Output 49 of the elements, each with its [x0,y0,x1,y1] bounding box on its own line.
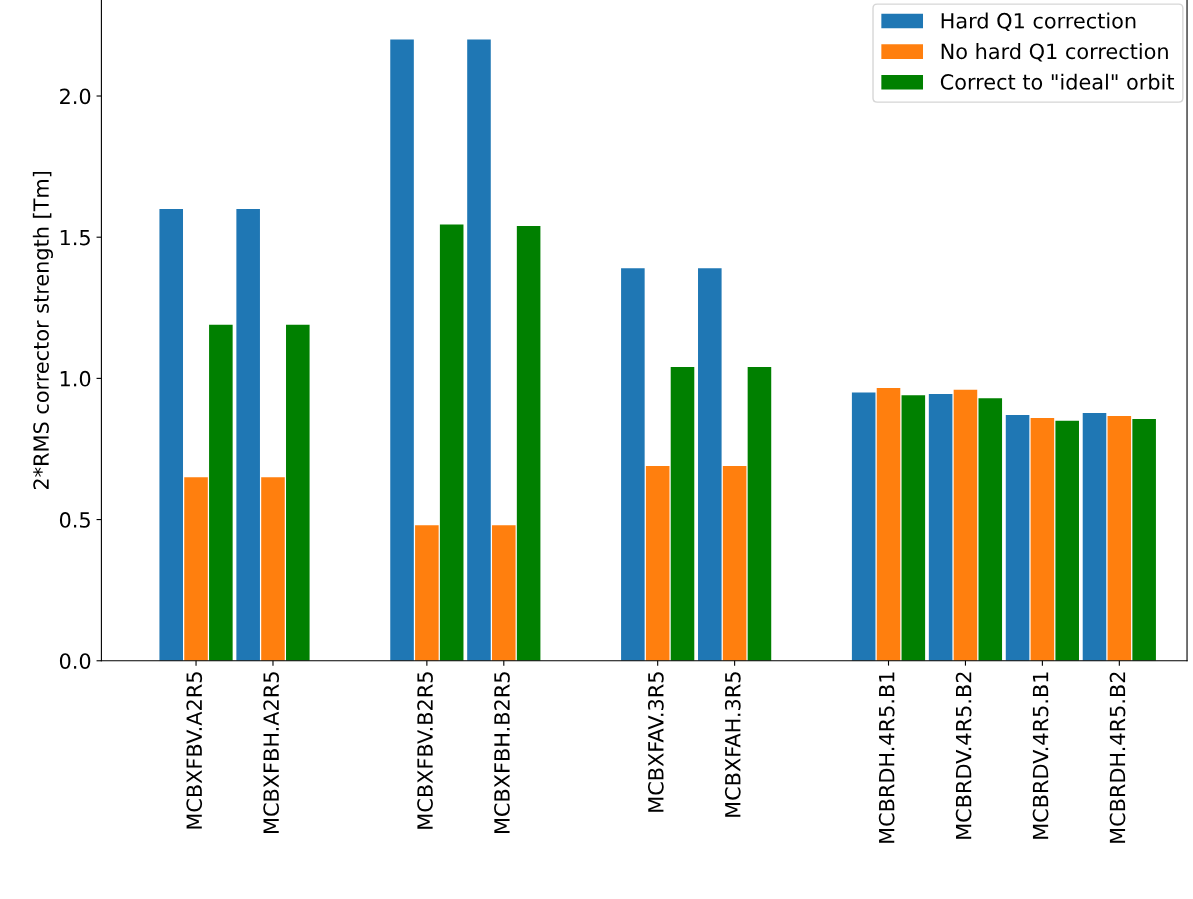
bar [1107,415,1132,661]
bar [722,465,747,661]
x-tick-label: MCBXFAV.3R5 [647,672,664,812]
y-tick-label: 1.0 [60,370,91,387]
legend-label: Correct to "ideal" orbit [940,73,1175,90]
bar [390,39,414,661]
bar [261,477,285,661]
bar [1055,420,1079,661]
x-tick-label: MCBRDH.4R5.B1 [878,672,895,843]
x-tick-label: MCBXFAH.3R5 [724,672,741,817]
bar [492,525,516,661]
x-tick-label: MCBXFBH.B2R5 [494,672,510,834]
bar [159,208,184,661]
bar [621,268,645,661]
bar [1082,413,1107,661]
x-tick-label: MCBRDV.4R5.B2 [955,672,972,839]
bar [928,393,953,661]
x-tick-label: MCBXFBH.A2R5 [263,672,280,833]
bar [747,367,772,661]
y-axis-title: 2*RMS corrector strength [Tm] [32,171,53,490]
bar [236,208,260,661]
bar [901,395,926,661]
y-tick-label: 0.5 [59,512,90,528]
bar [286,324,310,661]
x-tick-label: MCBXFBV.A2R5 [186,672,203,829]
bar [415,525,439,661]
bar [953,389,978,661]
bar [1030,417,1055,661]
y-tick-label: 0.0 [59,653,91,669]
legend-label: No hard Q1 correction [941,43,1168,62]
legend-label: Hard Q1 correction [941,12,1136,32]
y-tick-label: 1.5 [60,229,90,246]
bar [698,268,722,661]
bar [439,224,464,661]
bar [467,39,491,661]
x-tick-label: MCBRDH.4R5.B2 [1109,672,1126,843]
bar [1005,415,1030,661]
bar [851,392,876,661]
bar [876,387,901,661]
bar [670,367,695,661]
bar [184,477,208,661]
x-tick-label: MCBRDV.4R5.B1 [1032,672,1049,839]
bar [645,465,670,661]
y-tick-label: 2.0 [60,88,91,105]
bar [1132,419,1156,661]
bar [516,225,541,661]
bar [209,324,233,661]
x-tick-label: MCBXFBV.B2R5 [417,672,433,829]
bar [978,398,1003,661]
